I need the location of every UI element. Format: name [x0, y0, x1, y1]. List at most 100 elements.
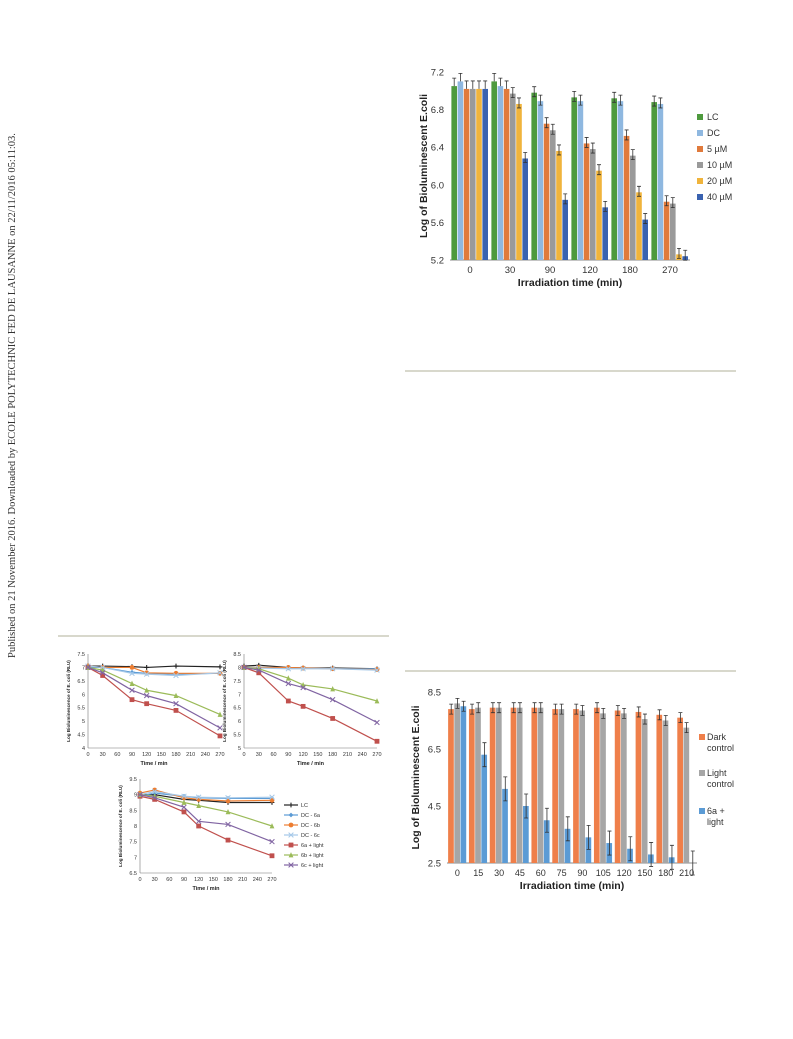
bar — [543, 123, 550, 260]
data-point — [288, 852, 294, 858]
bar — [451, 86, 457, 260]
data-point — [129, 697, 135, 703]
bar — [571, 97, 577, 260]
data-point — [225, 809, 231, 815]
error-bar — [565, 816, 570, 842]
y-tick-label: 8.5 — [233, 652, 241, 658]
data-point — [217, 733, 223, 739]
line-chart-panel-3: 6.5 7 7.5 8 8.5 9 9.5 0 30 60 90 120 150 180 210 240 270… — [118, 777, 324, 892]
error-bar — [559, 703, 564, 715]
x-tick-label: 90 — [545, 265, 556, 276]
legend-label: DC - 6c — [301, 833, 320, 839]
x-tick-label: 60 — [114, 752, 120, 758]
error-bar — [482, 742, 487, 768]
bar — [537, 101, 544, 260]
bar — [635, 711, 642, 863]
data-point — [285, 680, 292, 687]
x-tick-label: 30 — [100, 752, 106, 758]
x-tick-label: 210 — [186, 752, 195, 758]
divider-left — [58, 635, 389, 637]
data-point — [374, 719, 380, 726]
x-axis-title: Irradiation time (min) — [520, 880, 624, 892]
data-point — [217, 664, 223, 670]
bar — [543, 820, 550, 863]
bar — [457, 81, 464, 261]
error-bar — [476, 702, 481, 714]
x-tick-label: 90 — [129, 752, 135, 758]
error-bar — [677, 247, 681, 259]
error-bar — [544, 807, 549, 833]
x-tick-label: 90 — [577, 868, 587, 878]
y-tick-label: 7.5 — [77, 652, 85, 658]
y-tick-label: 2.5 — [428, 859, 441, 870]
data-point — [225, 798, 231, 804]
error-bar — [652, 95, 657, 107]
y-axis-title: Log Bioluminescence of E. coli (RLU) — [66, 660, 71, 742]
data-point — [129, 680, 135, 686]
bar — [564, 828, 571, 863]
y-tick-label: 8 — [134, 824, 137, 830]
data-point — [144, 701, 150, 707]
data-point — [195, 818, 202, 825]
error-bar — [470, 703, 475, 715]
data-point — [196, 823, 202, 829]
data-point — [85, 664, 91, 671]
error-bar — [563, 193, 568, 205]
bar — [583, 143, 590, 260]
legend-swatch — [699, 734, 705, 740]
x-tick-label: 45 — [515, 868, 525, 878]
y-tick-label: 9.5 — [129, 777, 137, 783]
x-tick-label: 0 — [467, 265, 472, 276]
error-bar — [628, 836, 633, 862]
error-bar — [618, 94, 623, 106]
data-point — [151, 788, 158, 795]
error-bar — [532, 702, 537, 714]
data-point — [143, 671, 150, 677]
bar — [537, 707, 544, 863]
bar — [558, 709, 565, 863]
series-line — [139, 790, 273, 799]
y-tick-label: 7.5 — [233, 679, 241, 685]
x-axis-title: Time / min — [297, 761, 325, 767]
data-point — [269, 853, 275, 859]
bar — [468, 709, 475, 863]
legend-label: LC — [707, 112, 719, 122]
bar — [600, 713, 606, 863]
x-tick-label: 30 — [256, 752, 262, 758]
bar — [475, 707, 481, 863]
data-point — [269, 838, 275, 845]
y-tick-label: 5 — [82, 719, 85, 725]
bar — [636, 192, 642, 260]
bar — [562, 199, 568, 260]
y-axis-title: Log Bioluminescence of E. coli (RLU) — [222, 660, 227, 742]
error-bar — [603, 200, 608, 212]
series-line — [140, 794, 272, 804]
data-point — [288, 862, 294, 868]
x-tick-label: 180 — [171, 752, 180, 758]
error-bar — [637, 185, 641, 197]
data-point — [288, 802, 294, 808]
error-bar — [524, 793, 529, 819]
bar — [663, 201, 670, 260]
y-tick-label: 6.8 — [431, 105, 444, 116]
x-tick-label: 270 — [267, 877, 276, 883]
bar — [516, 103, 522, 261]
y-tick-label: 5 — [238, 746, 241, 752]
data-point — [100, 673, 106, 678]
legend-label: Light control — [707, 768, 734, 789]
error-bar — [678, 712, 683, 724]
data-point — [144, 665, 150, 670]
y-tick-label: 6.5 — [77, 679, 85, 685]
series-line — [87, 665, 221, 677]
data-point — [269, 797, 275, 803]
bar — [503, 88, 510, 260]
x-tick-label: 150 — [157, 752, 166, 758]
data-point — [330, 716, 336, 721]
error-bar — [578, 94, 583, 106]
y-tick-label: 7 — [238, 692, 241, 698]
legend-swatch — [697, 130, 703, 136]
x-tick-label: 90 — [181, 877, 187, 883]
data-point — [129, 665, 135, 670]
data-point — [196, 802, 202, 809]
error-bar — [636, 706, 641, 718]
